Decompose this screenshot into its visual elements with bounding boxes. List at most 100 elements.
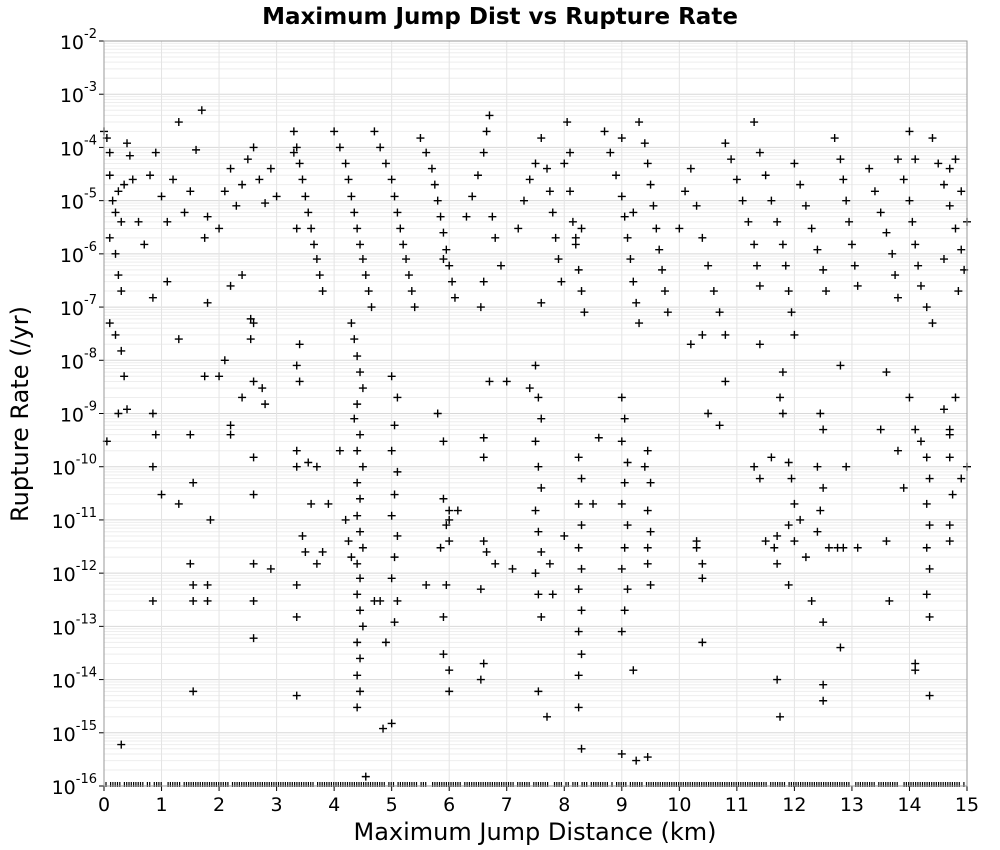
data-point	[885, 596, 894, 605]
data-point	[945, 453, 954, 462]
data-point	[632, 756, 641, 765]
data-point	[574, 453, 583, 462]
data-point	[842, 196, 851, 205]
data-point	[761, 537, 770, 546]
data-point	[111, 330, 120, 339]
data-point	[816, 506, 825, 515]
data-point	[790, 159, 799, 168]
data-point	[439, 228, 448, 237]
data-point	[249, 319, 258, 328]
data-point	[353, 352, 362, 361]
data-point	[577, 474, 586, 483]
data-point	[163, 217, 172, 226]
data-point	[905, 127, 914, 136]
data-point	[934, 159, 943, 168]
data-point	[462, 212, 471, 221]
data-point	[292, 224, 301, 233]
data-point	[390, 490, 399, 499]
data-point	[773, 675, 782, 684]
data-point	[243, 155, 252, 164]
data-point	[258, 384, 267, 393]
data-point	[157, 490, 166, 499]
data-point	[620, 478, 629, 487]
data-point	[174, 335, 183, 344]
data-point	[439, 650, 448, 659]
data-point	[833, 543, 842, 552]
data-point	[344, 175, 353, 184]
data-point	[776, 712, 785, 721]
data-point	[531, 361, 540, 370]
data-point	[295, 377, 304, 386]
data-point	[353, 511, 362, 520]
data-point	[646, 580, 655, 589]
data-point	[356, 240, 365, 249]
data-point	[801, 553, 810, 562]
data-point	[945, 201, 954, 210]
data-point	[643, 446, 652, 455]
data-point	[353, 671, 362, 680]
x-tick-label: 13	[840, 794, 864, 816]
y-tick-label: 10-14	[52, 666, 97, 693]
data-point	[925, 564, 934, 573]
data-point	[819, 425, 828, 434]
data-point	[957, 474, 966, 483]
y-axis-label: Rupture Rate (/yr)	[6, 306, 34, 522]
data-point	[393, 208, 402, 217]
data-point	[249, 490, 258, 499]
data-point	[203, 298, 212, 307]
data-point	[836, 643, 845, 652]
data-point	[830, 134, 839, 143]
data-point	[836, 155, 845, 164]
data-point	[640, 462, 649, 471]
data-point	[822, 287, 831, 296]
x-tick-label: 6	[443, 794, 455, 816]
data-point	[574, 265, 583, 274]
data-point	[635, 319, 644, 328]
data-point	[206, 515, 215, 524]
data-point	[801, 201, 810, 210]
data-point	[442, 521, 451, 530]
data-point	[925, 691, 934, 700]
data-point	[353, 224, 362, 233]
data-point	[750, 240, 759, 249]
data-point	[813, 462, 822, 471]
data-point	[663, 308, 672, 317]
data-point	[899, 175, 908, 184]
grid-lines	[103, 40, 968, 787]
data-point	[577, 521, 586, 530]
data-point	[945, 537, 954, 546]
data-point	[220, 187, 229, 196]
data-point	[367, 303, 376, 312]
data-point	[531, 569, 540, 578]
data-point	[617, 499, 626, 508]
data-point	[353, 559, 362, 568]
data-point	[698, 574, 707, 583]
data-point	[485, 377, 494, 386]
data-point	[911, 155, 920, 164]
data-point	[908, 217, 917, 226]
data-point	[390, 618, 399, 627]
data-point	[361, 772, 370, 781]
data-point	[479, 148, 488, 157]
data-point	[623, 233, 632, 242]
data-point	[249, 143, 258, 152]
data-point	[502, 377, 511, 386]
data-point	[574, 543, 583, 552]
data-point	[249, 559, 258, 568]
data-point	[358, 255, 367, 264]
data-point	[543, 164, 552, 173]
data-point	[448, 277, 457, 286]
data-point	[698, 638, 707, 647]
data-point	[819, 483, 828, 492]
data-point	[891, 271, 900, 280]
data-point	[295, 159, 304, 168]
data-point	[114, 187, 123, 196]
data-point	[148, 293, 157, 302]
data-point	[537, 483, 546, 492]
data-point	[617, 564, 626, 573]
data-point	[773, 559, 782, 568]
data-point	[778, 409, 787, 418]
data-point	[893, 446, 902, 455]
data-point	[376, 143, 385, 152]
